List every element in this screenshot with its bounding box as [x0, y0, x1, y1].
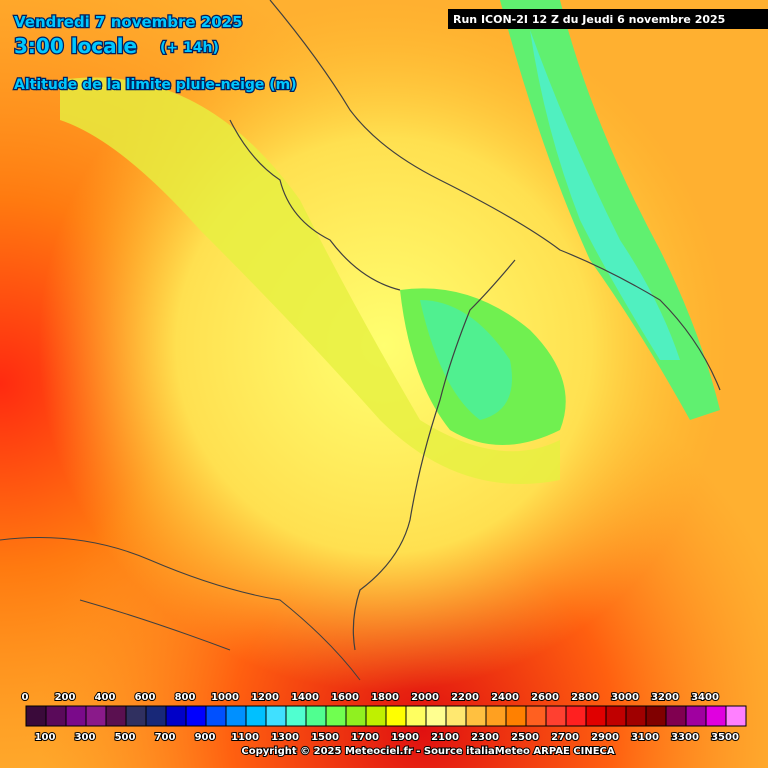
legend-label: 3400 [691, 692, 719, 703]
legend-swatch [505, 705, 527, 727]
legend-swatch [525, 705, 547, 727]
legend-swatch [345, 705, 367, 727]
legend-swatch [145, 705, 167, 727]
legend-swatch [685, 705, 707, 727]
copyright: Copyright © 2025 Meteociel.fr - Source i… [241, 746, 615, 757]
legend-swatch [85, 705, 107, 727]
legend-label: 300 [75, 732, 96, 743]
legend-swatch [605, 705, 627, 727]
coastline [229, 0, 721, 651]
altitude-band [420, 300, 512, 420]
legend-label: 2000 [411, 692, 439, 703]
legend-label: 700 [155, 732, 176, 743]
legend-label: 2300 [471, 732, 499, 743]
legend-label: 1300 [271, 732, 299, 743]
legend-label: 1700 [351, 732, 379, 743]
legend-swatch [725, 705, 747, 727]
legend-label: 2800 [571, 692, 599, 703]
legend-swatch [445, 705, 467, 727]
legend-label: 1000 [211, 692, 239, 703]
legend-swatch [105, 705, 127, 727]
legend-label: 2100 [431, 732, 459, 743]
legend-label: 3100 [631, 732, 659, 743]
legend-label: 1600 [331, 692, 359, 703]
legend-swatch [565, 705, 587, 727]
legend-label: 3300 [671, 732, 699, 743]
run-banner [448, 9, 768, 29]
legend-swatch [125, 705, 147, 727]
legend-swatch [325, 705, 347, 727]
legend-swatch [225, 705, 247, 727]
time: 3:00 locale [14, 34, 137, 58]
legend-swatch [45, 705, 67, 727]
coastline [0, 537, 361, 681]
legend-swatch [485, 705, 507, 727]
legend-label: 0 [22, 692, 29, 703]
legend-label: 1400 [291, 692, 319, 703]
legend-swatch [405, 705, 427, 727]
legend-swatch [645, 705, 667, 727]
legend-label: 2200 [451, 692, 479, 703]
legend-swatch [165, 705, 187, 727]
legend-swatch [545, 705, 567, 727]
legend-swatch [285, 705, 307, 727]
legend-label: 3200 [651, 692, 679, 703]
legend-swatch [365, 705, 387, 727]
legend-swatch [245, 705, 267, 727]
legend-label: 2900 [591, 732, 619, 743]
legend-swatch [205, 705, 227, 727]
legend-label: 100 [35, 732, 56, 743]
date: Vendredi 7 novembre 2025 [14, 13, 243, 31]
legend-label: 1900 [391, 732, 419, 743]
legend-swatch [425, 705, 447, 727]
legend-swatch [305, 705, 327, 727]
altitude-band [530, 30, 680, 360]
legend-swatch [185, 705, 207, 727]
legend-swatch [585, 705, 607, 727]
lead-time: (+ 14h) [160, 40, 219, 56]
legend-swatch [625, 705, 647, 727]
legend-swatch [705, 705, 727, 727]
legend-label: 400 [95, 692, 116, 703]
legend-swatch [25, 705, 47, 727]
parameter: Altitude de la limite pluie-neige (m) [14, 77, 297, 93]
legend-label: 900 [195, 732, 216, 743]
legend-label: 2500 [511, 732, 539, 743]
legend-swatch [665, 705, 687, 727]
legend-label: 2700 [551, 732, 579, 743]
legend-label: 200 [55, 692, 76, 703]
altitude-band [60, 77, 560, 484]
legend-label: 600 [135, 692, 156, 703]
legend-swatch [265, 705, 287, 727]
legend-label: 1100 [231, 732, 259, 743]
legend-label: 3000 [611, 692, 639, 703]
legend-label: 500 [115, 732, 136, 743]
legend-label: 800 [175, 692, 196, 703]
legend-swatch [65, 705, 87, 727]
run-info: Run ICON-2I 12 Z du Jeudi 6 novembre 202… [453, 13, 725, 26]
legend-label: 1500 [311, 732, 339, 743]
legend-label: 2400 [491, 692, 519, 703]
legend-label: 1200 [251, 692, 279, 703]
legend-swatch [385, 705, 407, 727]
legend: 0 200 400 600 800 1000 1200 1400 1600 1800 2000 220… [21, 691, 747, 744]
legend-label: 1800 [371, 692, 399, 703]
legend-label: 2600 [531, 692, 559, 703]
legend-label: 3500 [711, 732, 739, 743]
legend-swatch [465, 705, 487, 727]
